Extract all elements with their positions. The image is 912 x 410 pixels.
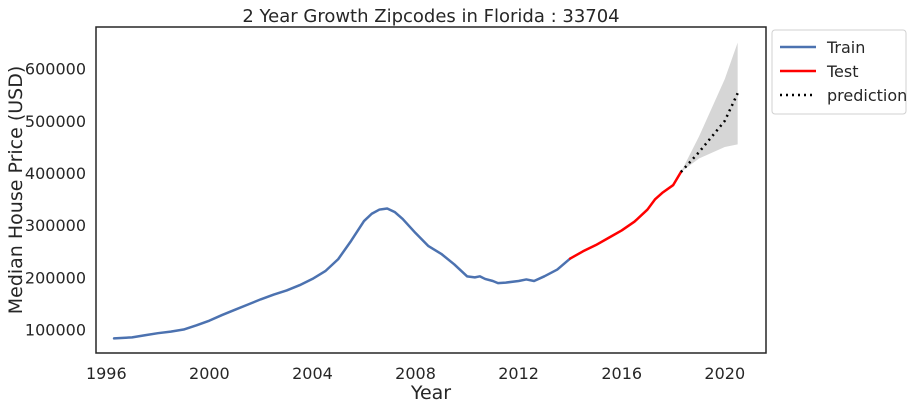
y-tick-label: 400000 bbox=[25, 164, 86, 183]
y-tick-label: 200000 bbox=[25, 268, 86, 287]
confidence-interval-layer bbox=[680, 42, 738, 173]
y-tick-label: 300000 bbox=[25, 216, 86, 235]
plot-frame bbox=[95, 26, 767, 354]
y-tick-label: 500000 bbox=[25, 112, 86, 131]
legend: Train Test prediction bbox=[771, 29, 907, 115]
confidence-band bbox=[680, 42, 738, 173]
series-line-test bbox=[568, 170, 683, 260]
legend-frame bbox=[771, 29, 907, 115]
x-tick-label: 1996 bbox=[86, 364, 127, 383]
y-tick-label: 100000 bbox=[25, 321, 86, 340]
chart-title: 2 Year Growth Zipcodes in Florida : 3370… bbox=[242, 6, 619, 27]
x-tick-label: 2020 bbox=[704, 364, 745, 383]
x-tick-label: 2000 bbox=[189, 364, 230, 383]
x-tick-label: 2016 bbox=[601, 364, 642, 383]
x-tick-label: 2012 bbox=[498, 364, 539, 383]
legend-label-test: Test bbox=[826, 62, 859, 81]
x-tick-label: 2004 bbox=[292, 364, 333, 383]
legend-label-train: Train bbox=[826, 38, 865, 57]
y-axis-title: Median House Price (USD) bbox=[5, 66, 27, 315]
x-tick-label: 2008 bbox=[395, 364, 436, 383]
y-tick-label: 600000 bbox=[25, 60, 86, 79]
legend-label-prediction: prediction bbox=[827, 86, 907, 105]
series-line-train bbox=[112, 207, 572, 340]
series-line-prediction bbox=[680, 92, 739, 173]
x-axis-ticks: 1996 2000 2004 2008 2012 2016 2020 bbox=[86, 364, 745, 383]
x-axis-title: Year bbox=[410, 382, 451, 404]
y-axis-ticks: 100000 200000 300000 400000 500000 600000 bbox=[25, 60, 86, 340]
series-lines-layer bbox=[112, 92, 739, 340]
